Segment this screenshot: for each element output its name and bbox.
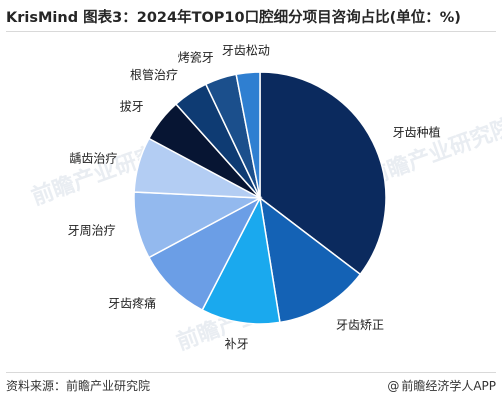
source-note: 资料来源：前瞻产业研究院 xyxy=(6,379,151,393)
pie-slices xyxy=(133,71,387,325)
pie-label-9: 牙齿松动 xyxy=(222,44,270,58)
pie-chart: 前瞻产业研究院前瞻产业研究院前瞻产业研究院 牙齿种植牙齿矫正补牙牙齿疼痛牙周治疗… xyxy=(28,44,502,356)
pie-label-3: 牙齿疼痛 xyxy=(108,296,156,311)
chart-title: KrisMind 图表3：2024年TOP10口腔细分项目咨询占比(单位：%) xyxy=(6,10,461,26)
footer-divider xyxy=(6,372,496,373)
pie-label-8: 烤瓷牙 xyxy=(178,49,214,64)
pie-label-0: 牙齿种植 xyxy=(393,124,441,139)
pie-slice-0 xyxy=(259,71,387,276)
pie-label-2: 补牙 xyxy=(225,337,249,351)
pie-slice-3 xyxy=(147,196,262,312)
pie-slice-1 xyxy=(258,196,362,324)
pie-slice-9 xyxy=(235,71,261,199)
brand-credit: @ 前瞻经济学人APP xyxy=(387,377,496,394)
pie-label-4: 牙周治疗 xyxy=(68,224,116,238)
pie-label-5: 龋齿治疗 xyxy=(69,151,117,166)
at-icon: @ xyxy=(387,378,400,393)
title-divider xyxy=(6,31,496,32)
pie-slice-2 xyxy=(201,195,281,325)
pie-label-7: 根管治疗 xyxy=(130,67,178,82)
pie-label-1: 牙齿矫正 xyxy=(336,317,384,332)
pie-label-6: 拔牙 xyxy=(120,99,144,114)
brand-label: 前瞻经济学人APP xyxy=(401,379,496,393)
